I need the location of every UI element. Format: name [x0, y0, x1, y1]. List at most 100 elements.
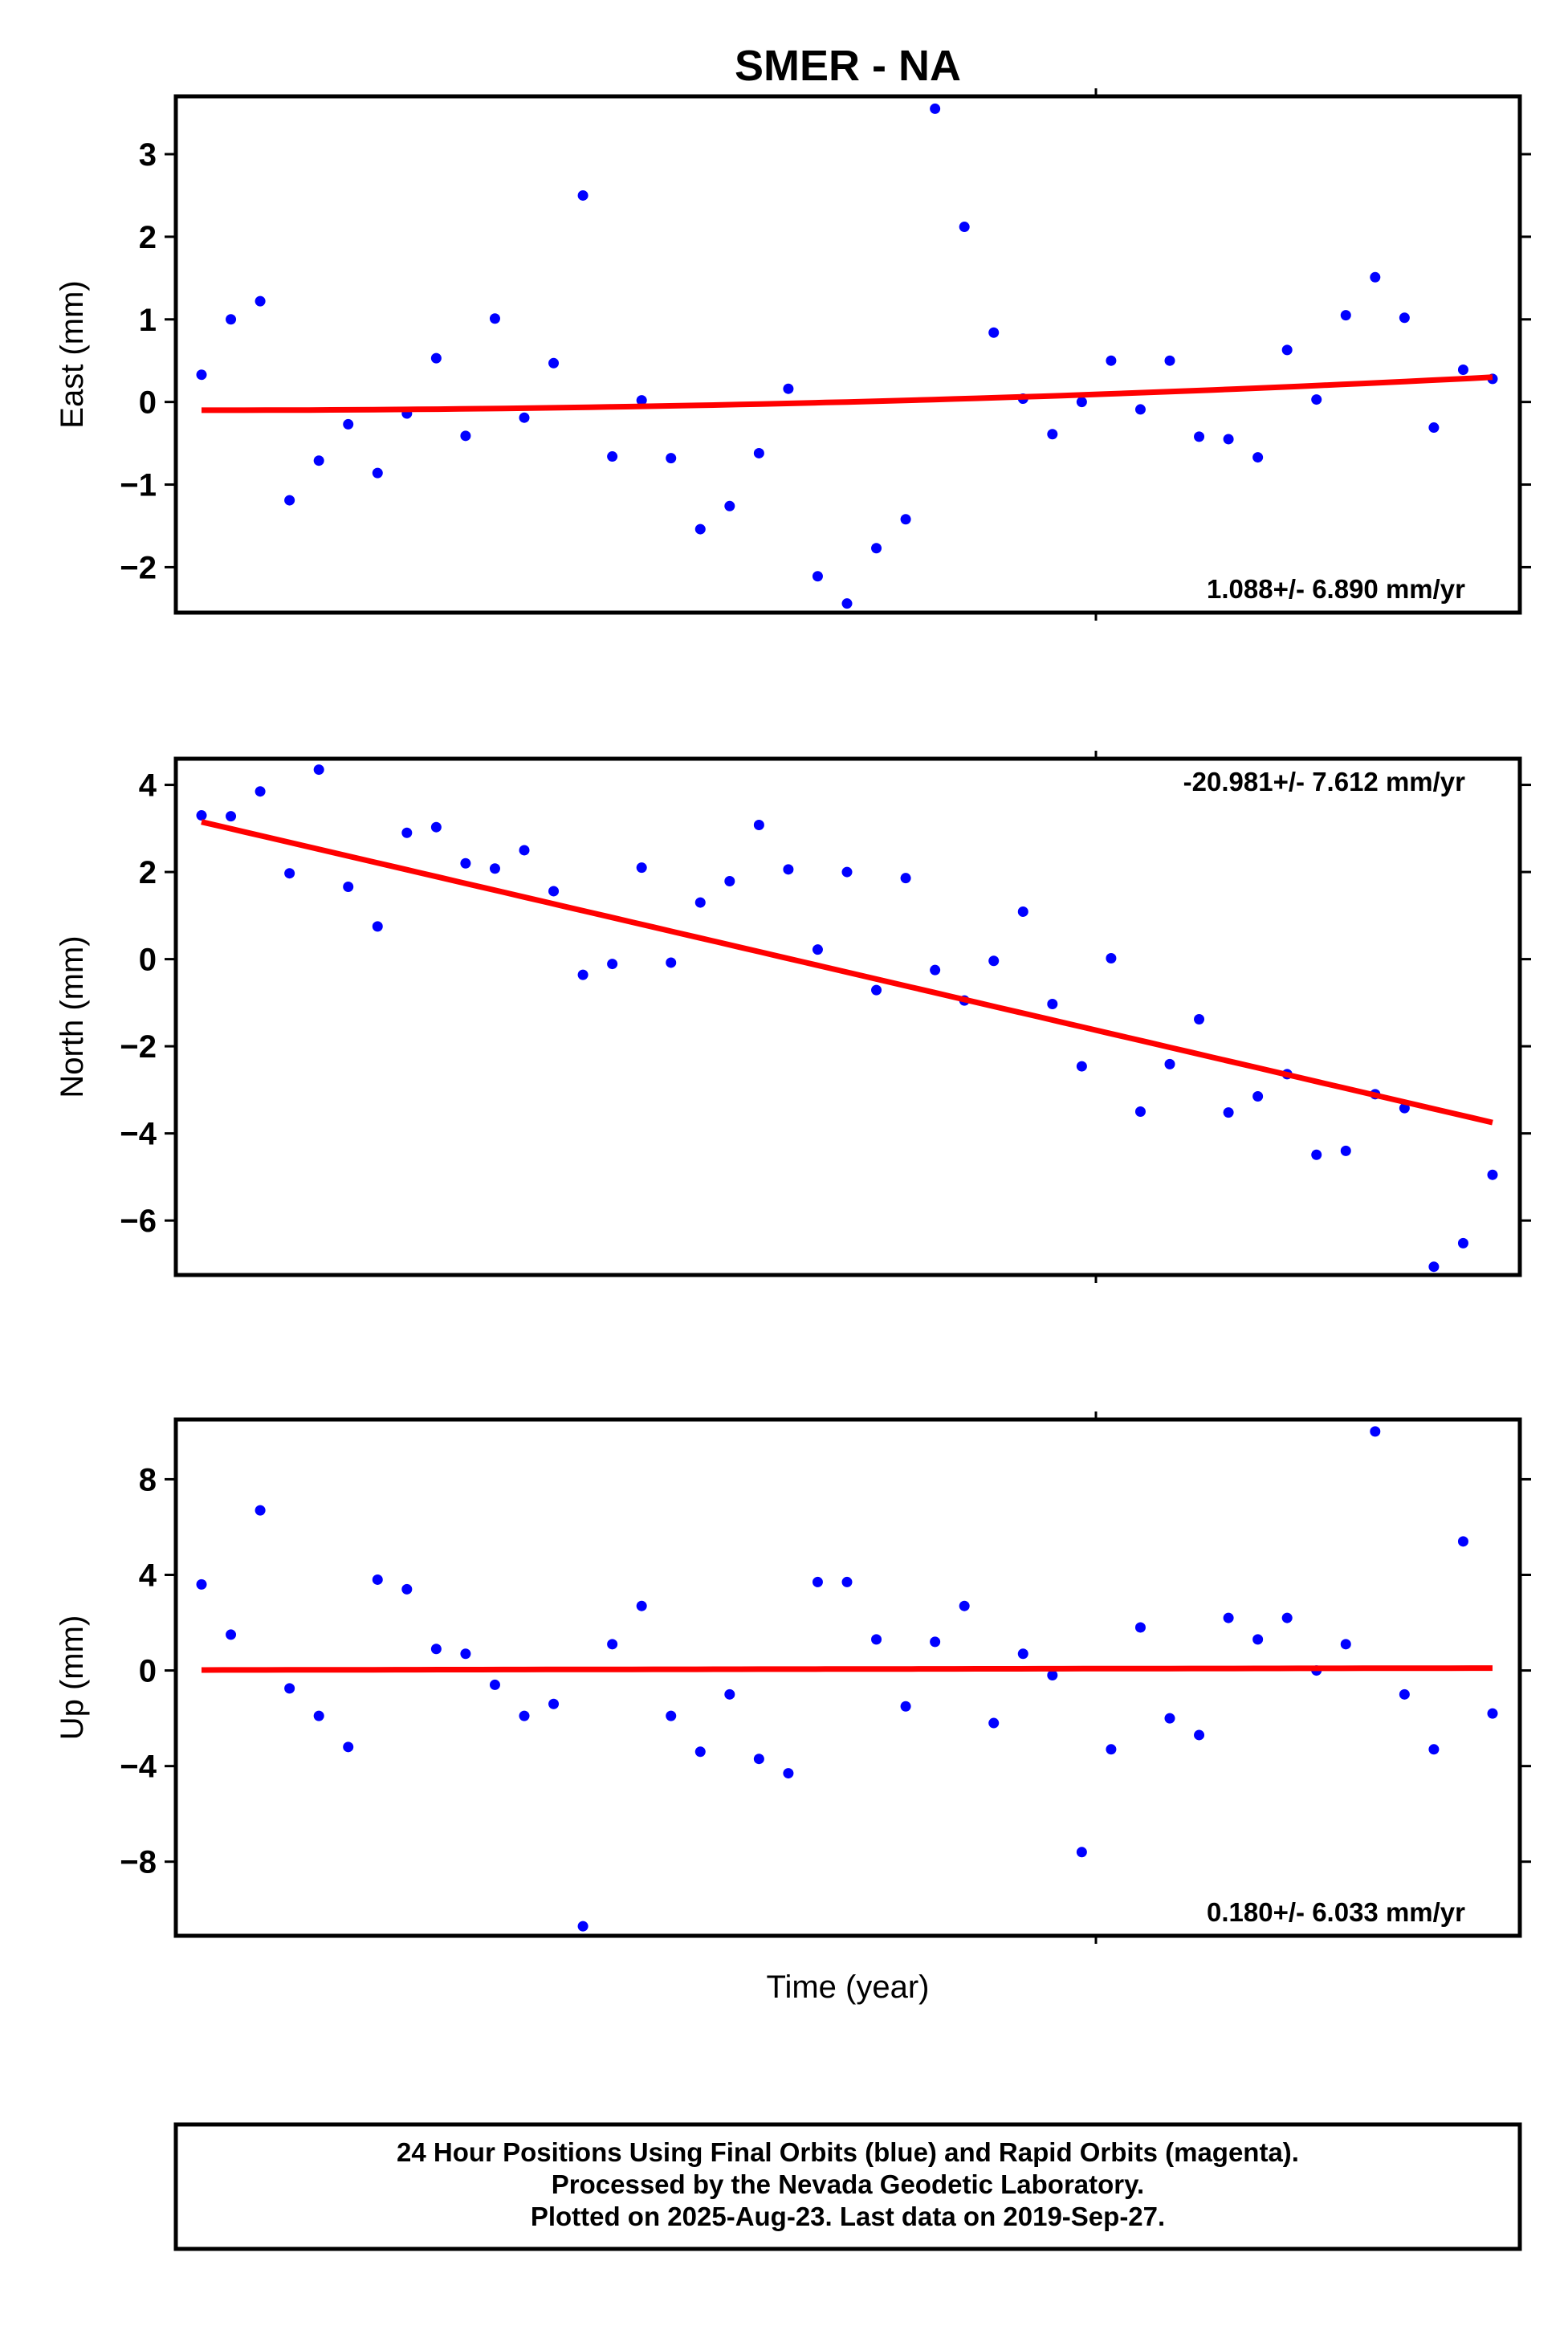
east-ytick-label: −2: [120, 550, 157, 585]
up-data-point: [1017, 1648, 1028, 1660]
north-ytick-label: −4: [120, 1117, 157, 1152]
east-data-point: [1194, 431, 1205, 442]
up-data-point: [343, 1741, 354, 1753]
north-data-point: [1017, 906, 1028, 917]
north-data-point: [1340, 1145, 1351, 1156]
east-data-point: [313, 455, 324, 466]
north-data-point: [519, 845, 530, 856]
east-ytick-label: 0: [139, 385, 157, 421]
east-data-point: [753, 447, 764, 458]
north-data-point: [430, 821, 442, 833]
footer-line-3: Plotted on 2025-Aug-23. Last data on 201…: [531, 2202, 1165, 2231]
up-rate-label: 0.180+/- 6.033 mm/yr: [1207, 1897, 1465, 1927]
east-data-point: [724, 500, 735, 511]
north-ytick-label: 0: [139, 943, 157, 978]
up-data-point: [1194, 1729, 1205, 1741]
north-data-point: [666, 957, 677, 968]
north-data-point: [255, 786, 266, 797]
east-data-point: [1076, 397, 1087, 408]
north-data-point: [930, 964, 941, 976]
north-data-point: [196, 810, 207, 821]
north-data-point: [753, 819, 764, 830]
east-data-point: [489, 313, 500, 324]
up-data-point: [1340, 1639, 1351, 1650]
up-data-point: [196, 1578, 207, 1590]
east-data-point: [255, 295, 266, 307]
north-data-point: [900, 873, 911, 884]
up-data-point: [430, 1644, 442, 1655]
north-data-point: [1076, 1061, 1087, 1072]
north-plot-frame: [173, 756, 1522, 1277]
east-data-point: [1370, 271, 1381, 283]
up-data-point: [460, 1648, 471, 1660]
east-data-point: [607, 451, 618, 462]
north-data-point: [871, 984, 882, 996]
up-data-point: [1428, 1744, 1440, 1755]
up-data-point: [694, 1746, 706, 1758]
north-y-axis-label: North (mm): [55, 935, 90, 1098]
east-y-axis-label: East (mm): [55, 280, 90, 428]
north-data-point: [577, 969, 589, 980]
up-data-point: [1487, 1708, 1498, 1719]
up-data-point: [812, 1576, 823, 1587]
north-data-point: [343, 882, 354, 893]
up-data-point: [1457, 1536, 1468, 1547]
up-data-point: [988, 1717, 1000, 1729]
up-data-point: [871, 1634, 882, 1645]
north-data-point: [489, 863, 500, 874]
north-data-point: [1164, 1058, 1175, 1069]
north-trend-line: [201, 819, 1493, 1126]
north-data-point: [607, 959, 618, 970]
east-data-point: [666, 453, 677, 464]
up-data-point: [1252, 1634, 1264, 1645]
north-data-point: [988, 955, 1000, 967]
east-plot-frame: [173, 94, 1522, 615]
east-data-point: [783, 383, 794, 394]
east-ytick-label: 1: [139, 303, 157, 338]
east-data-point: [1223, 434, 1234, 445]
up-data-point: [636, 1600, 647, 1611]
x-axis-label: Time (year): [767, 1970, 930, 2005]
north-data-point: [694, 897, 706, 908]
east-data-point: [1428, 422, 1440, 434]
up-data-point: [489, 1679, 500, 1690]
east-data-point: [196, 369, 207, 381]
up-data-point: [1370, 1426, 1381, 1437]
north-data-point: [812, 944, 823, 955]
up-data-point: [313, 1710, 324, 1721]
north-panel: 4 2 0 −2 −4 −6 North (mm) -20.981+/- 7.612 mm/y…: [55, 751, 1531, 1283]
north-data-point: [1134, 1106, 1146, 1118]
up-data-point: [783, 1768, 794, 1779]
east-rate-label: 1.088+/- 6.890 mm/yr: [1207, 574, 1465, 604]
north-data-point: [1047, 998, 1058, 1009]
east-data-point: [430, 352, 442, 364]
north-data-point: [636, 862, 647, 874]
north-data-point: [460, 857, 471, 869]
north-ytick-label: −6: [120, 1204, 157, 1239]
east-data-point: [930, 103, 941, 114]
north-ytick-label: 2: [139, 855, 157, 890]
north-data-point: [1311, 1149, 1322, 1160]
north-data-point: [1194, 1013, 1205, 1024]
up-y-axis-label: Up (mm): [55, 1615, 90, 1741]
east-data-point: [1252, 452, 1264, 463]
up-ytick-label: −8: [120, 1845, 157, 1880]
up-data-point: [930, 1636, 941, 1648]
north-ytick-label: −2: [120, 1029, 157, 1065]
up-data-point: [548, 1698, 560, 1709]
up-data-point: [900, 1701, 911, 1712]
east-data-point: [284, 495, 295, 506]
east-trend-line: [202, 374, 1493, 413]
east-data-point: [841, 598, 853, 609]
north-data-point: [548, 886, 560, 897]
panels: 3 2 1 0 −1 −2 East (mm) 1.088+/- 6.890 mm/yr 4 2 0…: [55, 88, 1531, 1944]
up-data-point: [959, 1600, 970, 1611]
north-ytick-label: 4: [139, 768, 157, 804]
east-data-point: [372, 467, 383, 479]
figure-title: SMER - NA: [735, 42, 961, 90]
footer-line-1: 24 Hour Positions Using Final Orbits (bl…: [397, 2137, 1299, 2167]
up-data-point: [1047, 1670, 1058, 1681]
east-data-point: [812, 571, 823, 582]
up-data-point: [1164, 1713, 1175, 1724]
